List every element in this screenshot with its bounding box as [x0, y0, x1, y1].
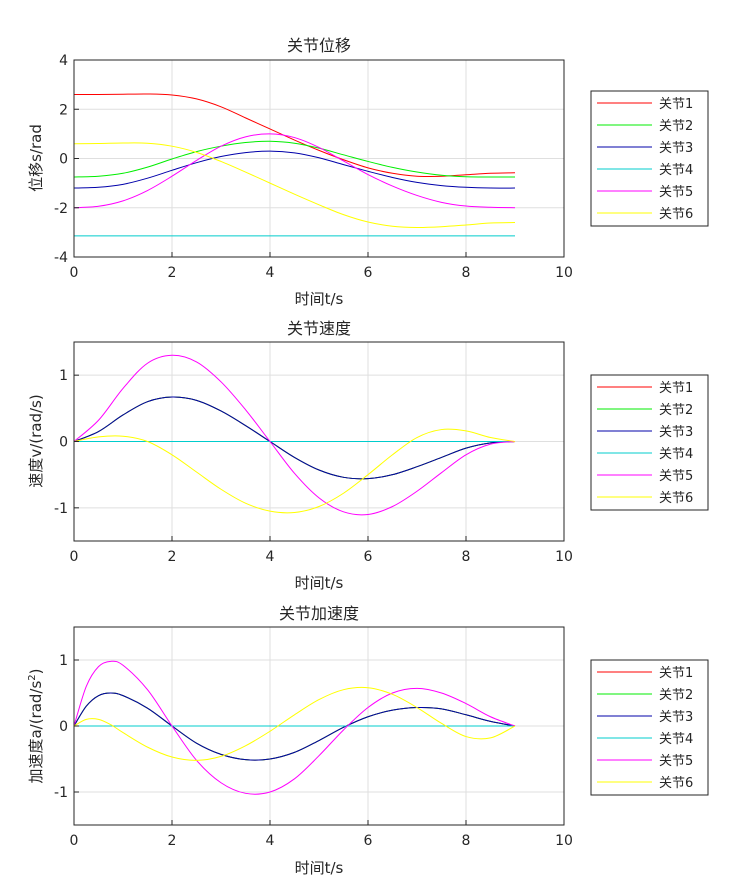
- legend-label: 关节5: [659, 754, 693, 769]
- x-tick-label: 4: [266, 833, 275, 849]
- x-tick-label: 10: [555, 549, 573, 565]
- y-axis-label: 速度v/(rad/s): [27, 394, 45, 487]
- x-tick-label: 2: [168, 265, 177, 281]
- x-tick-label: 2: [168, 549, 177, 565]
- y-tick-label: 0: [59, 719, 68, 735]
- series-lines: [73, 93, 516, 237]
- series-line-3: [73, 396, 516, 480]
- series-line-6: [73, 142, 516, 228]
- legend-label: 关节3: [659, 141, 693, 156]
- chart-title: 关节位移: [287, 36, 351, 55]
- y-tick-label: 0: [59, 152, 68, 168]
- y-tick-labels: 1 0 -1: [54, 653, 68, 801]
- series-line-5: [73, 354, 516, 516]
- panel-displacement: 关节位移 0 2 4 6 8 10 4 2 0 -2 -4 时间t/s 位移s/…: [27, 36, 709, 308]
- series-lines: [73, 660, 516, 795]
- series-line-3: [73, 692, 516, 761]
- x-tick-label: 10: [555, 833, 573, 849]
- y-tick-label: 1: [59, 653, 68, 669]
- series-line-5: [73, 660, 516, 795]
- legend-box: [590, 659, 709, 796]
- legend-label: 关节6: [659, 207, 693, 222]
- chart-title: 关节速度: [287, 319, 351, 338]
- y-axis-label-main: 加速度a/(rad/s: [27, 681, 45, 784]
- series-line-2: [73, 692, 516, 761]
- x-tick-label: 2: [168, 833, 177, 849]
- x-tick-label: 10: [555, 265, 573, 281]
- y-tick-label: 2: [59, 102, 68, 118]
- legend-label: 关节2: [659, 119, 693, 134]
- x-tick-label: 4: [266, 265, 275, 281]
- y-tick-labels: 1 0 -1: [54, 368, 68, 517]
- x-axis-label: 时间t/s: [295, 290, 344, 308]
- x-tick-label: 6: [364, 549, 373, 565]
- legend-label: 关节4: [659, 732, 693, 747]
- legend-label: 关节2: [659, 403, 693, 418]
- series-line-6: [73, 428, 516, 514]
- y-tick-label: -1: [54, 501, 68, 517]
- legend-label: 关节2: [659, 688, 693, 703]
- y-tick-label: -4: [54, 250, 68, 266]
- legend-label: 关节3: [659, 710, 693, 725]
- legend-label: 关节1: [659, 666, 693, 681]
- series-line-1: [73, 692, 516, 761]
- x-tick-labels: 0 2 4 6 8 10: [70, 833, 573, 849]
- legend: 关节1 关节2 关节3 关节4 关节5 关节6: [590, 374, 709, 511]
- legend-label: 关节5: [659, 185, 693, 200]
- x-tick-label: 8: [462, 549, 471, 565]
- y-axis-label: 加速度a/(rad/s2): [27, 668, 45, 783]
- x-tick-label: 0: [70, 833, 79, 849]
- y-axis-label: 位移s/rad: [27, 124, 45, 192]
- x-tick-label: 0: [70, 549, 79, 565]
- x-tick-label: 8: [462, 833, 471, 849]
- series-line-2: [73, 140, 516, 178]
- legend-box: [590, 90, 709, 227]
- legend-label: 关节4: [659, 163, 693, 178]
- legend-label: 关节1: [659, 381, 693, 396]
- x-tick-labels: 0 2 4 6 8 10: [70, 265, 573, 281]
- legend: 关节1 关节2 关节3 关节4 关节5 关节6: [590, 659, 709, 796]
- x-tick-label: 4: [266, 549, 275, 565]
- panel-velocity: 关节速度 0 2 4 6 8 10 1 0 -1 时间t/s 速度v/(rad/…: [27, 319, 709, 592]
- grid: [74, 60, 564, 257]
- legend-label: 关节6: [659, 776, 693, 791]
- legend-label: 关节5: [659, 469, 693, 484]
- tick-marks: [73, 659, 565, 825]
- series-lines: [73, 354, 516, 516]
- x-tick-label: 6: [364, 265, 373, 281]
- legend: 关节1 关节2 关节3 关节4 关节5 关节6: [590, 90, 709, 227]
- x-tick-labels: 0 2 4 6 8 10: [70, 549, 573, 565]
- panel-acceleration: 关节加速度 0 2 4 6 8 10 1 0 -1 时间t/s 加速度a/(ra…: [27, 604, 709, 877]
- y-tick-label: -1: [54, 785, 68, 801]
- y-tick-label: -2: [54, 201, 68, 217]
- tick-marks: [73, 374, 565, 541]
- y-tick-labels: 4 2 0 -2 -4: [54, 53, 68, 266]
- y-tick-label: 4: [59, 53, 68, 69]
- legend-box: [590, 374, 709, 511]
- series-line-1: [73, 93, 516, 178]
- x-axis-label: 时间t/s: [295, 574, 344, 592]
- x-tick-label: 6: [364, 833, 373, 849]
- y-tick-label: 1: [59, 368, 68, 384]
- x-tick-label: 8: [462, 265, 471, 281]
- series-line-3: [73, 150, 516, 189]
- legend-label: 关节3: [659, 425, 693, 440]
- legend-label: 关节4: [659, 447, 693, 462]
- x-tick-label: 0: [70, 265, 79, 281]
- series-line-5: [73, 133, 516, 209]
- y-axis-label-suffix: ): [27, 668, 45, 674]
- x-axis-label: 时间t/s: [295, 859, 344, 877]
- y-axis-label-superscript: 2: [27, 674, 38, 680]
- y-tick-label: 0: [59, 435, 68, 451]
- tick-marks: [73, 59, 565, 258]
- series-line-6: [73, 686, 516, 761]
- legend-label: 关节1: [659, 97, 693, 112]
- chart-title: 关节加速度: [279, 604, 359, 623]
- legend-label: 关节6: [659, 491, 693, 506]
